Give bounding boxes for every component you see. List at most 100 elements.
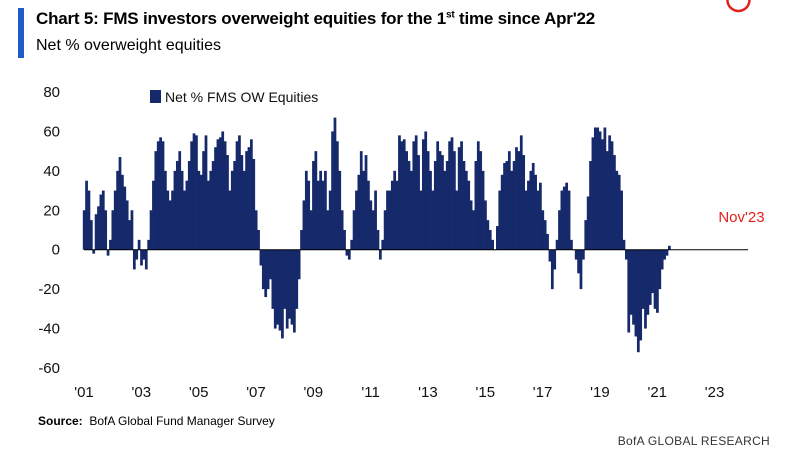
data-bar	[402, 139, 406, 250]
data-bar	[584, 220, 588, 250]
data-bar	[531, 162, 535, 250]
data-bar	[421, 139, 425, 250]
data-bar	[371, 210, 375, 250]
data-bar	[582, 249, 585, 260]
data-bar	[453, 151, 456, 250]
data-bar	[464, 170, 468, 250]
data-bar	[297, 249, 301, 280]
data-bar	[548, 249, 552, 262]
data-bar	[364, 155, 368, 250]
data-bar	[605, 151, 609, 250]
data-bar	[488, 230, 492, 250]
data-bar	[85, 180, 88, 250]
data-bar	[579, 249, 583, 290]
data-bar	[517, 151, 521, 250]
data-bar	[462, 161, 466, 250]
data-bar	[362, 170, 365, 250]
data-bar	[178, 151, 182, 250]
data-bar	[429, 170, 432, 250]
data-bar	[161, 141, 165, 250]
data-bar	[130, 210, 134, 250]
x-tick-label: '19	[590, 384, 610, 401]
data-bar	[257, 230, 260, 250]
data-bar	[367, 180, 370, 250]
data-bar	[192, 133, 196, 250]
data-bar	[479, 151, 483, 250]
data-bar	[261, 249, 265, 290]
data-bar	[491, 239, 494, 250]
data-bar	[247, 147, 251, 250]
x-tick-label: '03	[132, 384, 152, 401]
data-bar	[316, 180, 320, 250]
data-bar	[398, 135, 401, 250]
data-bar	[512, 161, 516, 250]
data-bar	[154, 151, 158, 250]
data-bar	[596, 127, 600, 250]
data-bar	[436, 141, 440, 250]
data-bar	[414, 135, 418, 250]
y-tick-label: 40	[43, 163, 60, 180]
data-bar	[302, 200, 306, 250]
data-bar	[515, 147, 518, 250]
data-bar	[474, 161, 478, 250]
data-bar	[507, 151, 511, 250]
legend: Net % FMS OW Equities	[150, 89, 318, 105]
data-bar	[651, 249, 655, 294]
data-bar	[89, 220, 93, 250]
data-bar	[326, 210, 330, 250]
data-bar	[355, 190, 358, 250]
data-bar	[116, 170, 119, 250]
data-bar	[555, 239, 559, 250]
data-bar	[407, 161, 411, 250]
data-bar	[347, 249, 351, 260]
data-bar	[328, 190, 332, 250]
legend-swatch	[150, 90, 161, 103]
data-bar	[185, 180, 189, 250]
data-bar	[233, 161, 237, 250]
chart-subtitle: Net % overweight equities	[36, 37, 221, 54]
data-bar	[140, 249, 143, 266]
data-bar	[252, 159, 256, 250]
data-bar	[183, 190, 186, 250]
data-bar	[656, 249, 659, 313]
data-bar	[125, 200, 129, 250]
data-bar	[359, 151, 363, 250]
x-tick-label: '15	[475, 384, 495, 401]
data-bar	[209, 170, 213, 250]
data-bar	[211, 161, 215, 250]
data-bar	[245, 151, 248, 250]
data-bar	[135, 249, 139, 260]
data-bar	[641, 249, 645, 309]
data-bar	[433, 161, 437, 250]
data-bar	[450, 137, 454, 250]
data-bar	[319, 170, 323, 250]
data-bar	[565, 182, 569, 250]
data-bar	[443, 170, 447, 250]
data-bar	[558, 210, 561, 250]
data-bar	[498, 190, 502, 250]
data-bar	[469, 200, 473, 250]
data-bar	[629, 249, 633, 315]
data-bar	[324, 170, 327, 250]
data-bar	[149, 210, 153, 250]
data-bar	[395, 180, 399, 250]
data-bar	[455, 190, 459, 250]
data-bar	[109, 239, 112, 250]
data-bar	[622, 239, 626, 250]
data-bar	[634, 249, 638, 337]
data-bar	[410, 170, 413, 250]
data-bar	[132, 249, 136, 270]
data-bar	[300, 230, 303, 250]
data-bar	[653, 249, 657, 309]
data-bar	[383, 210, 387, 250]
data-bar	[484, 200, 487, 250]
data-bar	[240, 155, 244, 250]
data-bar	[238, 135, 241, 250]
data-bar	[156, 141, 160, 250]
data-bar	[106, 249, 110, 256]
data-bar	[242, 170, 246, 250]
data-bar	[292, 249, 296, 333]
data-bar	[412, 141, 416, 250]
source-text: BofA Global Fund Manager Survey	[89, 414, 275, 428]
brand-footer: BofA GLOBAL RESEARCH	[617, 434, 770, 448]
